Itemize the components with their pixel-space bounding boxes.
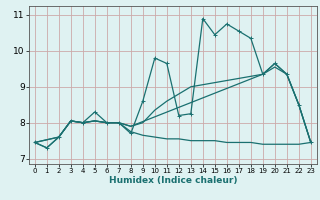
X-axis label: Humidex (Indice chaleur): Humidex (Indice chaleur) xyxy=(108,176,237,185)
